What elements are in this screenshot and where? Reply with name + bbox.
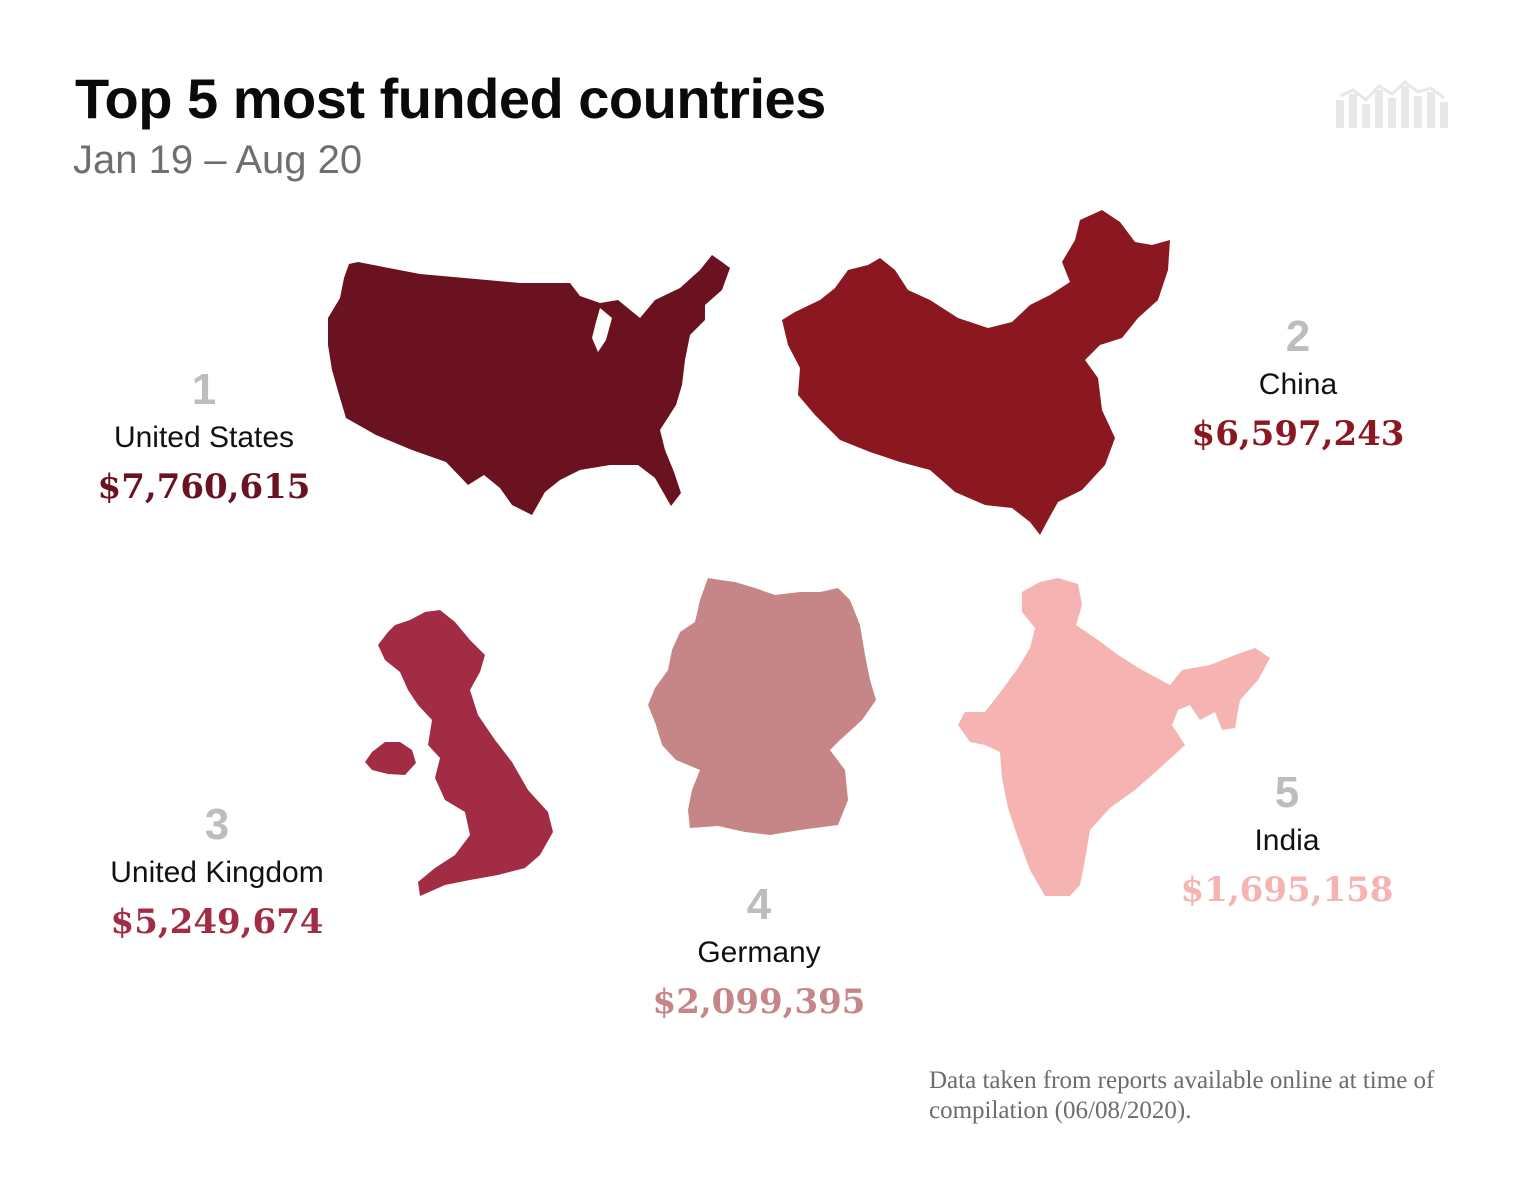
label-china: 2 China $6,597,243 (1148, 312, 1448, 456)
country-name: United Kingdom (110, 856, 324, 889)
rank-number: 3 (204, 800, 230, 849)
chart-subtitle: Jan 19 – Aug 20 (73, 138, 363, 182)
rank-number: 5 (1274, 768, 1300, 817)
label-united-states: 1 United States $7,760,615 (54, 365, 354, 509)
rank-number: 4 (746, 880, 772, 929)
india-map (958, 578, 1270, 896)
united-kingdom-map (378, 610, 553, 896)
funding-amount: $6,597,243 (1191, 414, 1405, 454)
country-name: India (1254, 824, 1320, 857)
china-map (782, 210, 1170, 535)
chart-title: Top 5 most funded countries (75, 67, 826, 130)
northern-ireland-map (365, 742, 416, 775)
source-note: Data taken from reports available online… (929, 1067, 1435, 1124)
label-united-kingdom: 3 United Kingdom $5,249,674 (67, 800, 367, 944)
great-lakes-cutout (592, 308, 612, 352)
funding-amount: $1,695,158 (1180, 870, 1394, 910)
funding-amount: $2,099,395 (652, 982, 866, 1022)
country-name: Germany (697, 936, 821, 969)
united-states-map (328, 255, 730, 515)
country-name: China (1258, 368, 1338, 401)
brand-logo-icon (1336, 80, 1448, 128)
germany-map (648, 578, 876, 835)
rank-number: 1 (191, 365, 217, 414)
label-india: 5 India $1,695,158 (1137, 768, 1437, 912)
funding-amount: $5,249,674 (110, 902, 324, 942)
rank-number: 2 (1285, 312, 1311, 361)
funding-amount: $7,760,615 (97, 467, 311, 507)
label-germany: 4 Germany $2,099,395 (609, 880, 909, 1024)
country-name: United States (113, 421, 295, 454)
